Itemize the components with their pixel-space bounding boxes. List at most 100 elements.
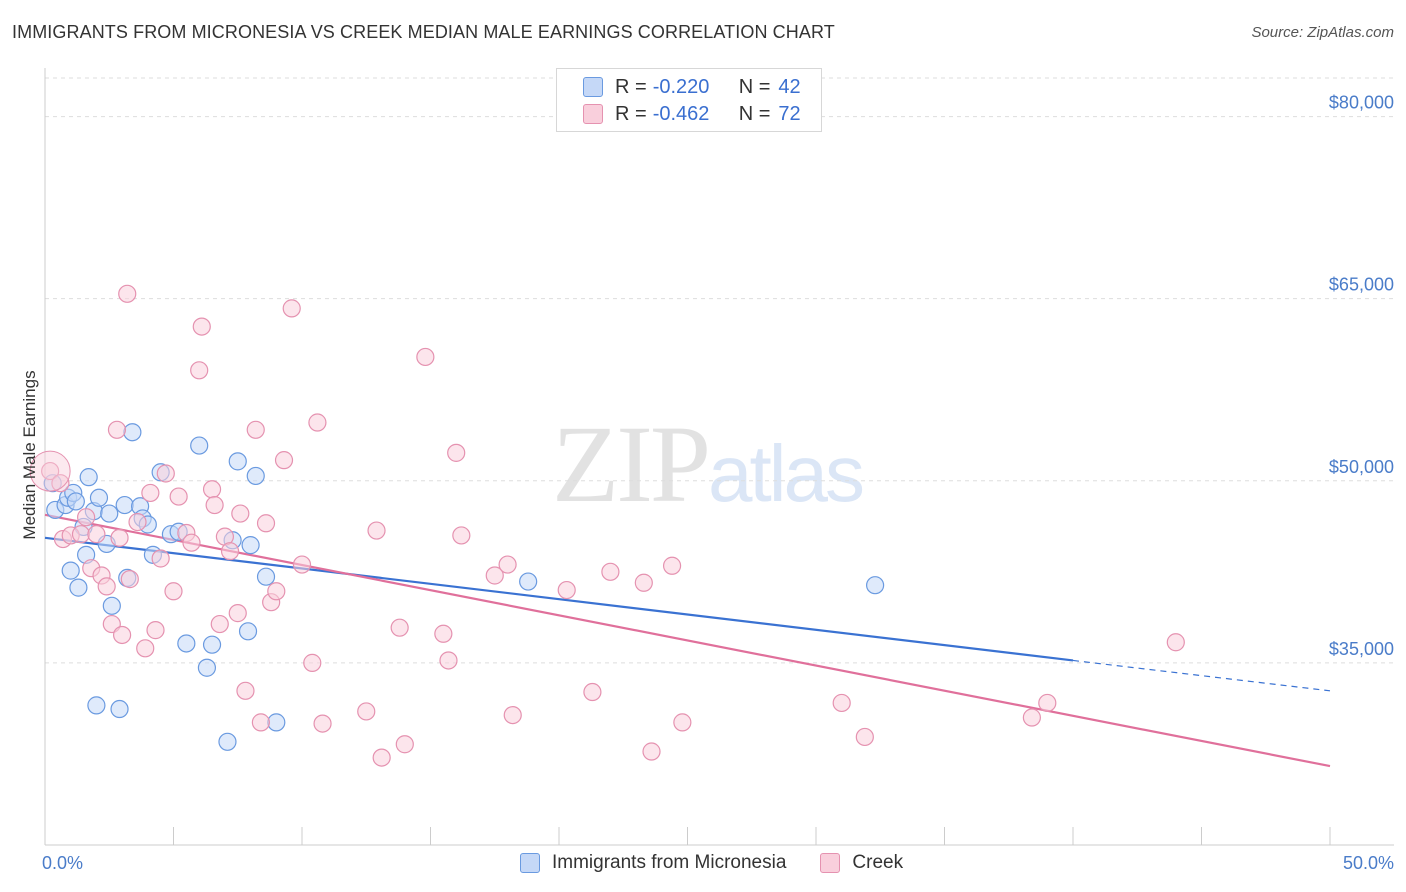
creek-point <box>662 556 682 575</box>
creek-point <box>313 714 332 733</box>
legend-swatch-pink <box>583 104 603 124</box>
creek-point <box>120 570 139 589</box>
micronesia-trend-line <box>44 536 1074 662</box>
creek-point <box>642 742 661 761</box>
micronesia-point <box>256 567 276 586</box>
legend-r-label: R = <box>615 102 647 125</box>
micronesia-point <box>246 466 265 486</box>
creek-point <box>182 533 201 552</box>
micronesia-point <box>190 436 209 455</box>
micronesia-point <box>177 634 196 653</box>
creek-point <box>601 562 620 581</box>
y-tick-label: $35,000 <box>1329 639 1394 659</box>
micronesia-point <box>110 699 129 719</box>
micronesia-point <box>87 696 106 715</box>
creek-point <box>855 727 874 747</box>
creek-point <box>634 573 653 592</box>
creek-point <box>246 420 265 439</box>
micronesia-point <box>218 732 237 751</box>
creek-point-large <box>29 450 71 492</box>
creek-point <box>416 347 435 367</box>
creek-point <box>210 614 229 634</box>
x-tick-label: 0.0% <box>42 853 83 873</box>
legend-r-label: R = <box>615 75 647 98</box>
label-layer: $35,000 $50,000 $65,000 $80,000 0.0% 50.0% Med… <box>20 93 1394 873</box>
creek-point <box>156 464 175 483</box>
creek-point <box>112 625 132 645</box>
creek-point <box>202 480 222 499</box>
micronesia-point <box>197 658 217 677</box>
micronesia-point <box>115 495 134 515</box>
creek-point <box>192 317 211 336</box>
micronesia-point <box>202 635 222 654</box>
creek-point <box>303 653 322 672</box>
creek-point <box>169 487 188 506</box>
creek-point <box>395 735 414 754</box>
creek-point <box>447 443 466 462</box>
micronesia-point <box>238 622 258 641</box>
creek-point <box>372 748 391 767</box>
legend-n-label: N = <box>738 102 771 125</box>
creek-point <box>452 526 471 545</box>
creek-point <box>118 284 137 303</box>
creek-point <box>51 474 70 493</box>
legend-n-label: N = <box>738 75 771 98</box>
watermark-zip: ZIP <box>552 403 711 525</box>
creek-point <box>110 528 129 547</box>
series-legend-swatch-blue <box>520 853 540 873</box>
creek-point <box>136 639 155 658</box>
creek-point <box>236 681 255 700</box>
x-tick-label: 50.0% <box>1343 853 1394 873</box>
creek-point <box>503 705 522 725</box>
creek-point <box>164 582 183 601</box>
creek-point <box>1166 633 1185 652</box>
creek-point <box>274 451 294 470</box>
grid-layer <box>45 77 1394 664</box>
creek-point <box>498 555 517 574</box>
creek-point <box>1022 708 1041 727</box>
creek-point <box>292 555 312 574</box>
creek-point <box>390 618 409 637</box>
micronesia-point <box>123 423 142 442</box>
creek-trend-line <box>44 513 1331 768</box>
y-axis-title: Median Male Earnings <box>20 370 39 539</box>
series-legend-swatch-pink <box>820 853 841 873</box>
series-legend-label-creek: Creek <box>852 852 904 873</box>
legend-row-micronesia: R = -0.220 N = 42 <box>583 74 801 100</box>
creek-point <box>128 512 147 532</box>
correlation-legend: R = -0.220 N = 42 R = -0.462 N = 72 <box>556 68 822 132</box>
series-legend-micronesia: Immigrants from Micronesia <box>520 852 786 874</box>
creek-point <box>107 420 127 439</box>
points-layer <box>29 284 1185 767</box>
creek-point <box>87 525 106 544</box>
legend-row-creek: R = -0.462 N = 72 <box>583 101 801 127</box>
series-legend-label-micronesia: Immigrants from Micronesia <box>552 852 787 873</box>
creek-point <box>267 582 286 601</box>
watermark-atlas: atlas <box>708 429 865 518</box>
legend-n-value-creek: 72 <box>778 102 801 125</box>
creek-point <box>205 495 224 515</box>
source-label: Source: ZipAtlas.com <box>1251 24 1394 41</box>
creek-point <box>308 413 327 432</box>
creek-point <box>41 461 60 481</box>
creek-point <box>439 651 458 670</box>
creek-point <box>434 624 453 643</box>
micronesia-point <box>241 536 260 555</box>
creek-point <box>357 702 376 721</box>
chart-title: IMMIGRANTS FROM MICRONESIA VS CREEK MEDI… <box>12 22 835 42</box>
creek-point <box>1038 693 1057 713</box>
micronesia-point <box>100 504 119 523</box>
creek-point <box>367 521 386 540</box>
micronesia-point <box>102 596 121 615</box>
creek-point <box>583 682 602 702</box>
series-legend: Immigrants from Micronesia Creek <box>520 852 937 874</box>
creek-point <box>97 577 116 596</box>
creek-point <box>256 514 276 533</box>
y-tick-label: $80,000 <box>1329 93 1394 113</box>
legend-swatch-blue <box>583 77 603 97</box>
watermark: ZIPatlas <box>552 400 865 528</box>
micronesia-point <box>519 572 538 591</box>
micronesia-point <box>66 492 85 511</box>
y-tick-label: $65,000 <box>1329 275 1394 295</box>
micronesia-point <box>79 468 98 487</box>
